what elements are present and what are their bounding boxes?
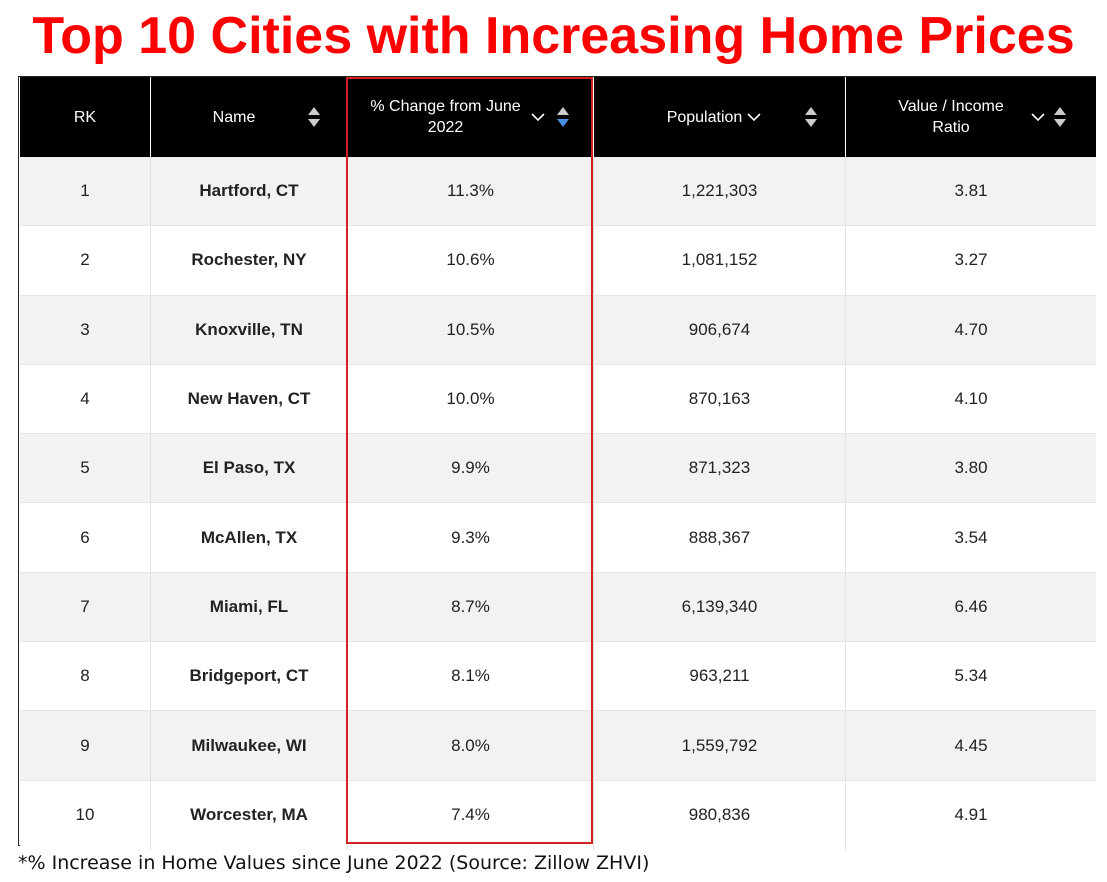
city-name-cell: McAllen, TX: [151, 503, 348, 572]
ratio-cell: 5.34: [954, 666, 988, 686]
city-name-cell: Rochester, NY: [151, 226, 348, 295]
pct-change-cell: 10.6%: [348, 226, 594, 295]
pct-change-cell: 9.3%: [348, 503, 594, 572]
ratio-cell: 3.81: [954, 181, 988, 201]
column-header-pct-change[interactable]: % Change from June 2022: [348, 77, 594, 157]
population-cell: 1,081,152: [594, 226, 846, 295]
ratio-cell: 4.70: [954, 319, 988, 339]
pct-change-cell: 7.4%: [348, 780, 594, 850]
rank-cell: 8: [20, 642, 151, 711]
rank-cell: 4: [20, 364, 151, 434]
table-row[interactable]: 4 New Haven, CT 10.0% 870,163 4.10: [20, 364, 1096, 435]
population-cell: 870,163: [594, 364, 846, 434]
ratio-cell: 4.45: [954, 735, 988, 755]
column-header-name[interactable]: Name: [151, 77, 348, 157]
table-row[interactable]: 6 McAllen, TX 9.3% 888,367 3.54: [20, 503, 1096, 573]
column-header-population[interactable]: Population: [594, 77, 846, 157]
column-label-rk: RK: [73, 108, 97, 126]
population-cell: 888,367: [594, 503, 846, 572]
sort-up-down-icon[interactable]: [307, 105, 321, 129]
table-row[interactable]: 2 Rochester, NY 10.6% 1,081,152 3.27: [20, 226, 1096, 296]
column-label-population: Population: [666, 108, 743, 126]
rank-cell: 9: [20, 711, 151, 780]
population-cell: 963,211: [594, 642, 846, 711]
population-cell: 6,139,340: [594, 572, 846, 642]
population-cell: 980,836: [594, 780, 846, 850]
pct-change-cell: 8.1%: [348, 642, 594, 711]
rank-cell: 6: [20, 503, 151, 572]
ratio-cell: 6.46: [954, 596, 988, 616]
city-name-cell: Worcester, MA: [151, 780, 348, 850]
ratio-cell: 4.10: [954, 389, 988, 409]
population-cell: 906,674: [594, 295, 846, 364]
column-label-name: Name: [212, 108, 256, 126]
footnote: *% Increase in Home Values since June 20…: [18, 852, 650, 874]
city-name-cell: Miami, FL: [151, 572, 348, 642]
table-row[interactable]: 9 Milwaukee, WI 8.0% 1,559,792 4.45: [20, 711, 1096, 781]
sort-up-down-icon[interactable]: [804, 105, 818, 129]
rank-cell: 7: [20, 572, 151, 642]
column-label-pct-change: % Change from June 2022: [370, 98, 521, 136]
page-title: Top 10 Cities with Increasing Home Price…: [32, 7, 1075, 65]
pct-change-cell: 10.5%: [348, 295, 594, 364]
sort-up-down-icon[interactable]: [1053, 105, 1067, 129]
chevron-down-icon[interactable]: [531, 111, 545, 123]
rankings-table: RK Name % Change from June 2022 Populati…: [18, 76, 1096, 850]
ratio-cell: 4.91: [954, 805, 988, 825]
rank-cell: 5: [20, 434, 151, 503]
city-name-cell: Bridgeport, CT: [151, 642, 348, 711]
rank-cell: 10: [20, 780, 151, 850]
table-row[interactable]: 3 Knoxville, TN 10.5% 906,674 4.70: [20, 295, 1096, 365]
ratio-cell: 3.54: [954, 527, 988, 547]
city-name-cell: Knoxville, TN: [151, 295, 348, 364]
rank-cell: 3: [20, 295, 151, 364]
city-name-cell: Milwaukee, WI: [151, 711, 348, 780]
column-header-rk[interactable]: RK: [20, 77, 151, 157]
pct-change-cell: 10.0%: [348, 364, 594, 434]
rank-cell: 1: [20, 157, 151, 226]
city-name-cell: New Haven, CT: [151, 364, 348, 434]
ratio-cell: 3.27: [954, 250, 988, 270]
table-row[interactable]: 1 Hartford, CT 11.3% 1,221,303 3.81: [20, 157, 1096, 227]
population-cell: 1,221,303: [594, 157, 846, 226]
table-row[interactable]: 5 El Paso, TX 9.9% 871,323 3.80: [20, 434, 1096, 504]
table-body: 1 Hartford, CT 11.3% 1,221,303 3.81 2 Ro…: [20, 157, 1096, 850]
population-cell: 871,323: [594, 434, 846, 503]
population-cell: 1,559,792: [594, 711, 846, 780]
rank-cell: 2: [20, 226, 151, 295]
sort-descending-active-icon[interactable]: [556, 105, 570, 129]
column-header-ratio[interactable]: Value / Income Ratio: [846, 77, 1096, 157]
table-header: RK Name % Change from June 2022 Populati…: [20, 77, 1096, 157]
table-row[interactable]: 8 Bridgeport, CT 8.1% 963,211 5.34: [20, 642, 1096, 712]
chevron-down-icon[interactable]: [1031, 111, 1045, 123]
column-label-ratio: Value / Income Ratio: [898, 98, 1004, 136]
ratio-cell: 3.80: [954, 458, 988, 478]
city-name-cell: El Paso, TX: [151, 434, 348, 503]
pct-change-cell: 8.7%: [348, 572, 594, 642]
chevron-down-icon[interactable]: [747, 111, 761, 123]
city-name-cell: Hartford, CT: [151, 157, 348, 226]
table-row[interactable]: 7 Miami, FL 8.7% 6,139,340 6.46: [20, 572, 1096, 643]
pct-change-cell: 11.3%: [348, 157, 594, 226]
table-row[interactable]: 10 Worcester, MA 7.4% 980,836 4.91: [20, 780, 1096, 850]
pct-change-cell: 8.0%: [348, 711, 594, 780]
pct-change-cell: 9.9%: [348, 434, 594, 503]
